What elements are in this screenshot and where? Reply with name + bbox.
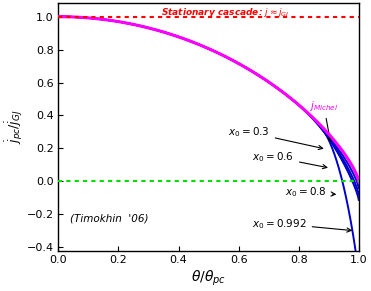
X-axis label: $\theta/\theta_{pc}$: $\theta/\theta_{pc}$ xyxy=(191,268,226,288)
Y-axis label: $\dot{j}_{pc}/\dot{j}_{GJ}$: $\dot{j}_{pc}/\dot{j}_{GJ}$ xyxy=(3,110,25,144)
Text: Stationary cascade: $j\approx j_{GJ}$: Stationary cascade: $j\approx j_{GJ}$ xyxy=(161,6,289,19)
Text: $x_0{=}0.3$: $x_0{=}0.3$ xyxy=(228,125,323,150)
Text: $x_0{=}0.992$: $x_0{=}0.992$ xyxy=(252,217,351,232)
Text: (Timokhin  '06): (Timokhin '06) xyxy=(70,214,149,224)
Text: $x_0{=}0.8$: $x_0{=}0.8$ xyxy=(285,185,335,199)
Text: $j_{Michel}$: $j_{Michel}$ xyxy=(309,99,339,141)
Text: $x_0{=}0.6$: $x_0{=}0.6$ xyxy=(252,150,327,169)
